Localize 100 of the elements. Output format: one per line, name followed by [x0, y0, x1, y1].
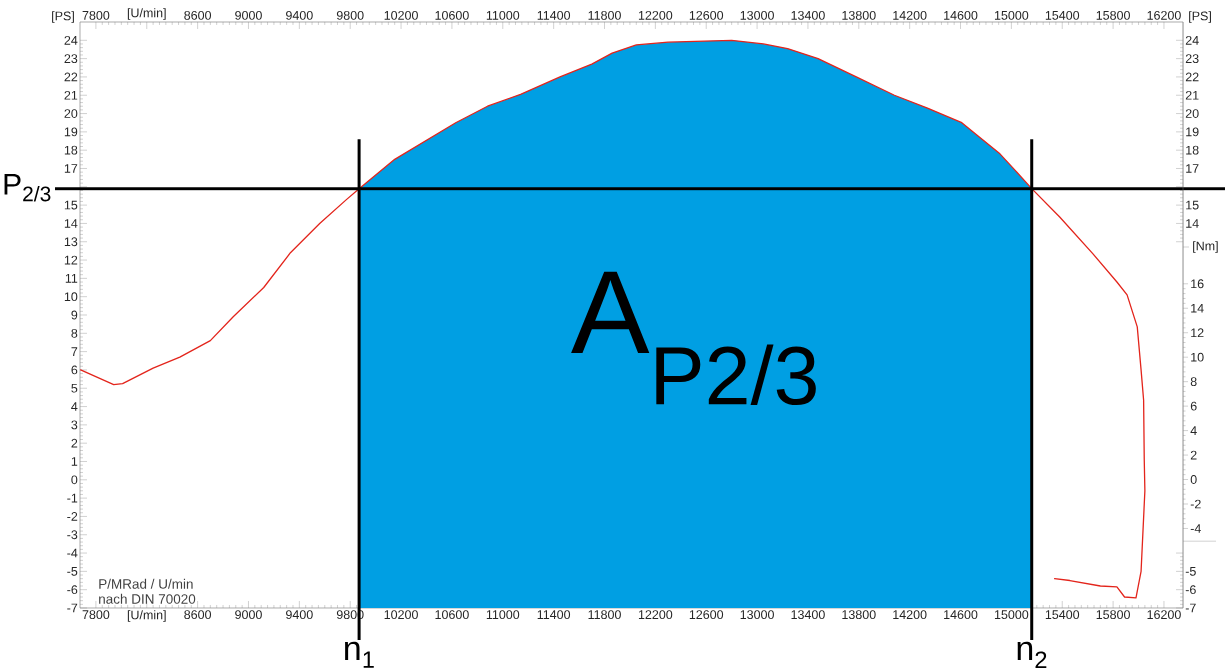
x2-tick-label: 9400 [286, 10, 313, 20]
x-tick-label: 13400 [791, 610, 825, 620]
x-tick-label: 9000 [235, 610, 262, 620]
y2-tick-label: 18 [1186, 145, 1199, 155]
x-tick-label: 9400 [286, 610, 313, 620]
x2-tick-label: 11400 [537, 10, 571, 20]
x2-tick-label: 10200 [384, 10, 418, 20]
y2-tick-label: -5 [1185, 567, 1196, 576]
y2-axis-title: [PS] [1189, 11, 1211, 23]
y-tick-label: 11 [65, 274, 78, 283]
y3-tick-label: 8 [1190, 377, 1197, 387]
y2-tick-label: 19 [1186, 127, 1199, 137]
y3-tick-label: 10 [1191, 352, 1204, 362]
y2-tick-label: 24 [1185, 35, 1199, 45]
y2-tick-label: -6 [1185, 585, 1196, 595]
y-tick-label: 17 [64, 164, 78, 173]
y-tick-label: -1 [67, 493, 78, 503]
y-tick-label: 21 [64, 90, 78, 100]
y-tick-label: 5 [71, 383, 78, 393]
y-tick-label: 12 [64, 255, 78, 265]
x2-tick-label: 15000 [994, 10, 1029, 20]
y-tick-label: -6 [67, 585, 78, 595]
x2-tick-label: [U/min] [127, 8, 166, 20]
x-tick-label: 8600 [184, 610, 212, 620]
x2-tick-label: 9000 [235, 10, 262, 20]
x2-tick-label: 13400 [791, 10, 825, 20]
y3-tick-label: 6 [1190, 401, 1197, 411]
y-tick-label: 3 [71, 420, 78, 430]
y-tick-label: 9 [71, 310, 78, 320]
y2-tick-label: 21 [1185, 90, 1199, 100]
y-tick-label: -3 [67, 530, 78, 540]
y-tick-label: 10 [64, 292, 78, 302]
y-tick-label: -7 [67, 603, 78, 613]
annotation: nach DIN 70020 [99, 593, 196, 604]
x2-tick-label: 14600 [944, 10, 978, 20]
ref-line-label: n$_{1}$ [345, 641, 374, 668]
y2-tick-label: 15 [1186, 200, 1199, 210]
y3-tick-label: 2 [1190, 450, 1197, 460]
x-tick-label: 15000 [994, 610, 1029, 620]
x-tick-label: 14200 [893, 610, 927, 620]
y3-tick-label: 0 [1190, 475, 1197, 484]
x2-tick-label: 15400 [1045, 10, 1080, 20]
y-tick-label: 24 [64, 35, 78, 45]
x-tick-label: [U/min] [127, 610, 166, 622]
y2-tick-label: -7 [1185, 603, 1196, 613]
y3-tick-label: 14 [1191, 303, 1204, 313]
y-tick-label: 14 [64, 219, 78, 228]
x-tick-label: 16200 [1147, 610, 1181, 620]
y-tick-label: 19 [64, 127, 78, 137]
x-tick-label: 12600 [689, 610, 724, 620]
y-tick-label: -4 [67, 548, 78, 558]
y-tick-label: -5 [67, 567, 78, 576]
x2-tick-label: 15800 [1096, 10, 1130, 20]
y-tick-label: 7 [71, 347, 78, 356]
y-tick-label: 13 [64, 237, 78, 247]
series-label: A$_{P2/3}$ [571, 271, 816, 406]
x-tick-label: 13000 [740, 610, 774, 620]
x-tick-label: 7800 [82, 610, 110, 620]
x-tick-label: 13800 [842, 610, 876, 620]
x2-tick-label: 11000 [486, 10, 520, 20]
y2-tick-label: 23 [1185, 54, 1199, 64]
x2-tick-label: 11800 [588, 10, 621, 20]
x2-tick-label: 14200 [893, 10, 927, 20]
y3-tick-label: 16 [1191, 279, 1204, 289]
y-tick-label: 1 [71, 457, 78, 466]
x2-tick-label: 13800 [842, 10, 876, 20]
y-tick-label: -2 [67, 512, 78, 521]
x2-tick-label: 12600 [689, 10, 724, 20]
x-tick-label: 10200 [384, 610, 418, 620]
y2-tick-label: 20 [1185, 109, 1199, 118]
y-tick-label: 22 [64, 72, 78, 82]
y-tick-label: 18 [64, 145, 78, 155]
ref-line-label: P$_{2/3}$ [4, 173, 51, 202]
y-tick-label: 8 [71, 328, 78, 338]
x-tick-label: 14600 [944, 610, 978, 620]
x-tick-label: 11400 [537, 610, 571, 620]
x-tick-label: 11800 [588, 610, 621, 620]
y3-tick-label: -2 [1190, 499, 1201, 509]
y-tick-label: 20 [64, 109, 78, 118]
y3-axis-title: [Nm] [1193, 241, 1218, 253]
y3-tick-label: 4 [1190, 426, 1197, 435]
x-tick-label: 15400 [1045, 610, 1080, 620]
x2-tick-label: 12200 [638, 10, 673, 20]
x2-tick-label: 10600 [435, 10, 469, 20]
x2-tick-label: 13000 [740, 10, 774, 20]
y-axis-title: [PS] [52, 11, 74, 23]
y-tick-label: 23 [64, 54, 78, 64]
y3-tick-label: -4 [1190, 524, 1201, 533]
annotation: P/MRad / U/min [99, 578, 193, 589]
x2-tick-label: 16200 [1147, 10, 1181, 20]
y2-tick-label: 14 [1186, 219, 1199, 228]
x-tick-label: 12200 [638, 610, 673, 620]
y-tick-label: 4 [71, 402, 78, 411]
y-tick-label: 6 [71, 365, 78, 375]
y-tick-label: 2 [71, 438, 78, 448]
x2-tick-label: 8600 [184, 10, 212, 20]
x-tick-label: 15800 [1096, 610, 1130, 620]
x-tick-label: 11000 [486, 610, 520, 620]
y3-tick-label: 12 [1191, 328, 1204, 338]
y-tick-label: 15 [64, 200, 78, 210]
